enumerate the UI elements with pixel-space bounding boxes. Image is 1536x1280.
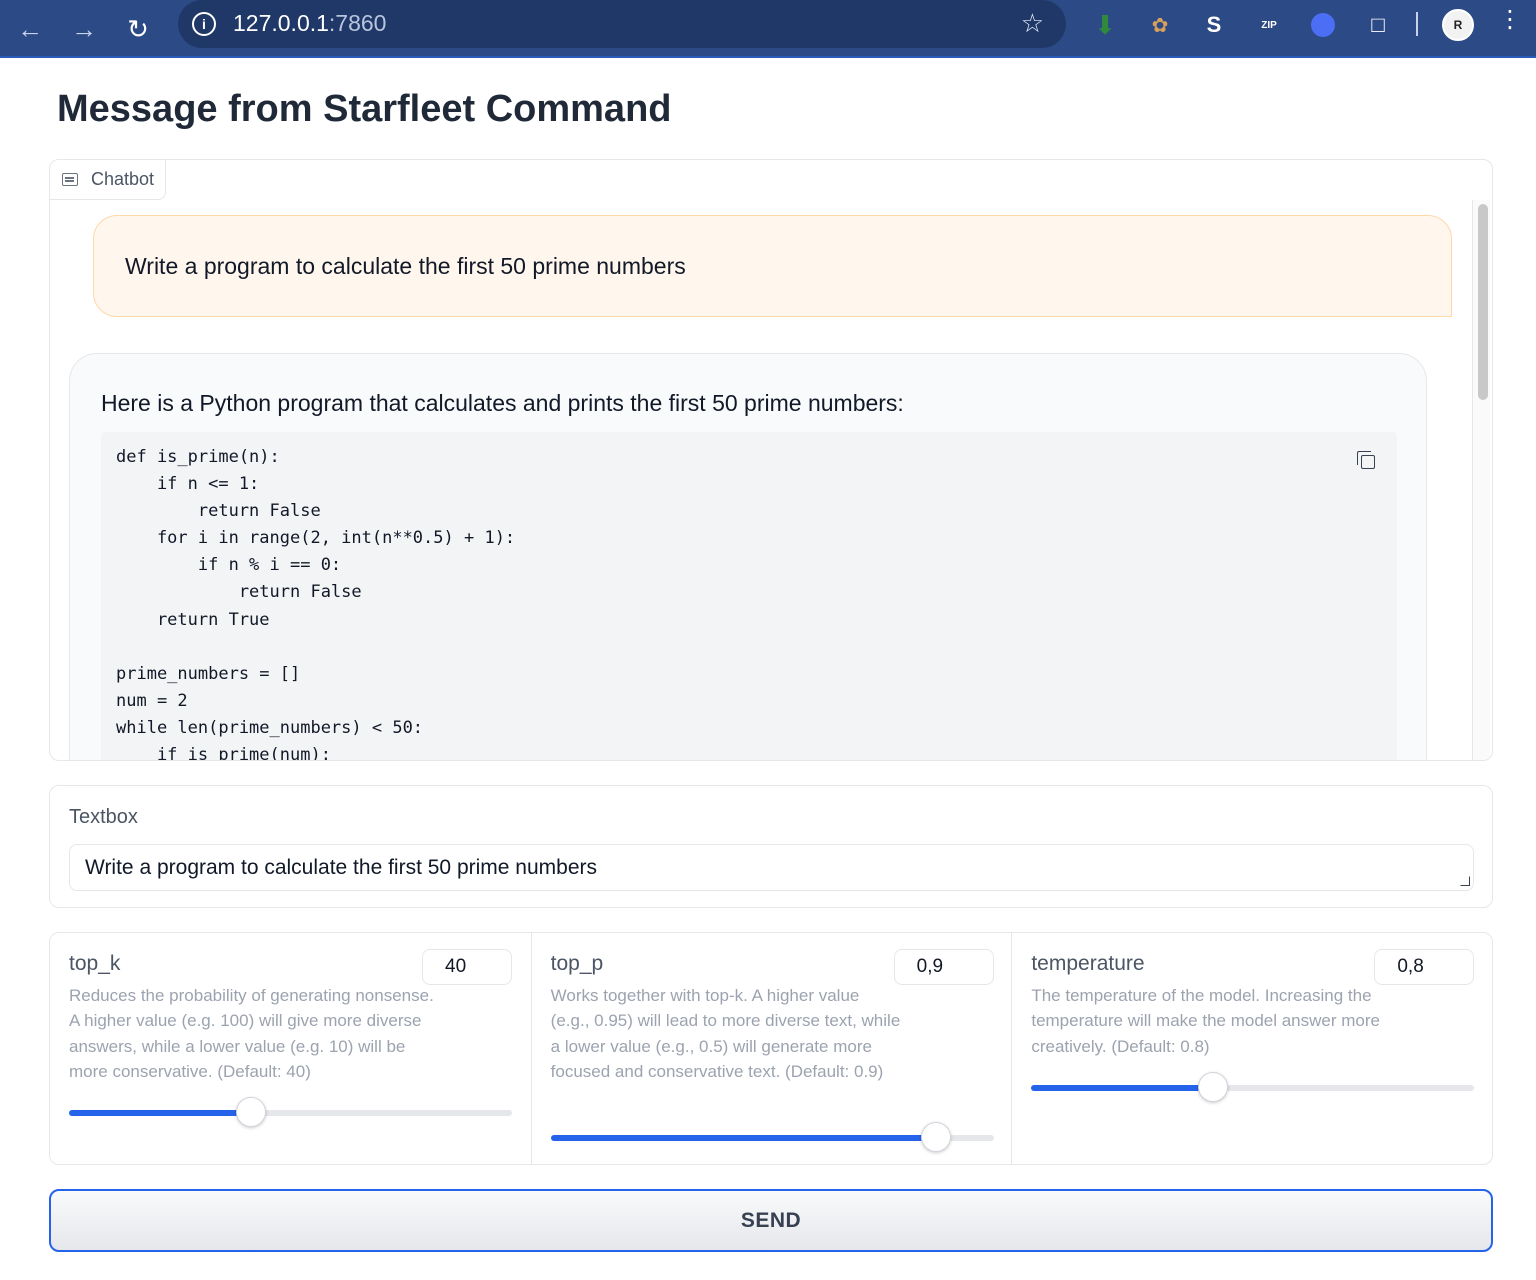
slider-fill xyxy=(69,1110,251,1116)
chat-scrollbar[interactable] xyxy=(1472,200,1490,760)
textbox-panel: Textbox xyxy=(49,785,1493,908)
param-slider[interactable] xyxy=(1031,1072,1475,1102)
resize-handle-icon[interactable] xyxy=(1460,876,1470,886)
chatbot-label-text: Chatbot xyxy=(91,169,155,189)
param-value-input[interactable] xyxy=(1374,949,1475,985)
page-title: Message from Starfleet Command xyxy=(57,88,672,130)
forward-arrow-icon[interactable]: → xyxy=(71,13,97,44)
chat-bubble-icon xyxy=(62,173,78,186)
s-logo-extension-icon[interactable]: S xyxy=(1206,12,1222,37)
code-block: def is_prime(n): if n <= 1: return False… xyxy=(101,432,1397,761)
slider-thumb[interactable] xyxy=(235,1097,266,1127)
reload-icon[interactable]: ↻ xyxy=(127,13,149,44)
slider-fill xyxy=(550,1135,937,1141)
message-input[interactable] xyxy=(69,844,1474,891)
download-arrow-extension-icon[interactable]: ⬇ xyxy=(1094,9,1116,40)
slider-thumb[interactable] xyxy=(921,1122,952,1152)
param-value-input[interactable] xyxy=(422,949,512,985)
slider-fill xyxy=(1031,1085,1213,1091)
param-value-input[interactable] xyxy=(893,949,994,985)
profile-avatar[interactable]: R xyxy=(1442,9,1474,41)
cookie-extension-icon[interactable]: ✿ xyxy=(1151,14,1169,37)
param-top-k: top_k Reduces the probability of generat… xyxy=(50,933,531,1164)
slider-thumb[interactable] xyxy=(1197,1072,1228,1102)
bookmark-star-icon[interactable]: ☆ xyxy=(1020,8,1044,38)
code-text: def is_prime(n): if n <= 1: return False… xyxy=(116,447,516,761)
param-label: top_k xyxy=(69,952,121,975)
site-info-icon[interactable]: i xyxy=(192,12,216,36)
browser-menu-icon[interactable]: ⋮ xyxy=(1498,6,1522,33)
copy-icon[interactable] xyxy=(1356,450,1378,472)
zip-extension-icon[interactable]: ZIP xyxy=(1261,19,1277,31)
param-label: temperature xyxy=(1031,952,1145,975)
user-message: Write a program to calculate the first 5… xyxy=(93,215,1452,317)
chatbot-label: Chatbot xyxy=(50,160,166,200)
address-bar[interactable]: i 127.0.0.1:7860 ☆ xyxy=(178,0,1066,48)
back-arrow-icon[interactable]: ← xyxy=(17,13,43,44)
param-description: The temperature of the model. Increasing… xyxy=(1031,986,1380,1056)
param-slider[interactable] xyxy=(550,1122,994,1152)
browser-toolbar: ← → ↻ i 127.0.0.1:7860 ☆ ⬇ ✿ S ZIP □ R ⋮ xyxy=(0,0,1536,58)
textbox-label: Textbox xyxy=(69,806,138,828)
param-description: Works together with top-k. A higher valu… xyxy=(550,986,901,1082)
toolbar-divider xyxy=(1416,12,1418,36)
chat-scrollbar-thumb[interactable] xyxy=(1478,204,1488,400)
chatbot-panel: Chatbot Write a program to calculate the… xyxy=(49,159,1493,761)
blue-circle-extension-icon[interactable] xyxy=(1308,10,1338,40)
param-top-p: top_p Works together with top-k. A highe… xyxy=(530,933,1012,1164)
send-button[interactable]: SEND xyxy=(49,1189,1493,1252)
bot-message-intro: Here is a Python program that calculates… xyxy=(101,390,904,416)
user-message-text: Write a program to calculate the first 5… xyxy=(125,252,686,279)
extensions-puzzle-icon[interactable]: □ xyxy=(1371,12,1385,37)
param-label: top_p xyxy=(550,952,604,975)
param-slider[interactable] xyxy=(69,1097,512,1127)
param-description: Reduces the probability of generating no… xyxy=(69,986,434,1082)
bot-message: Here is a Python program that calculates… xyxy=(69,353,1427,761)
address-url[interactable]: 127.0.0.1:7860 xyxy=(233,10,387,36)
param-temperature: temperature The temperature of the model… xyxy=(1011,933,1492,1164)
parameters-panel: top_k Reduces the probability of generat… xyxy=(49,932,1493,1165)
